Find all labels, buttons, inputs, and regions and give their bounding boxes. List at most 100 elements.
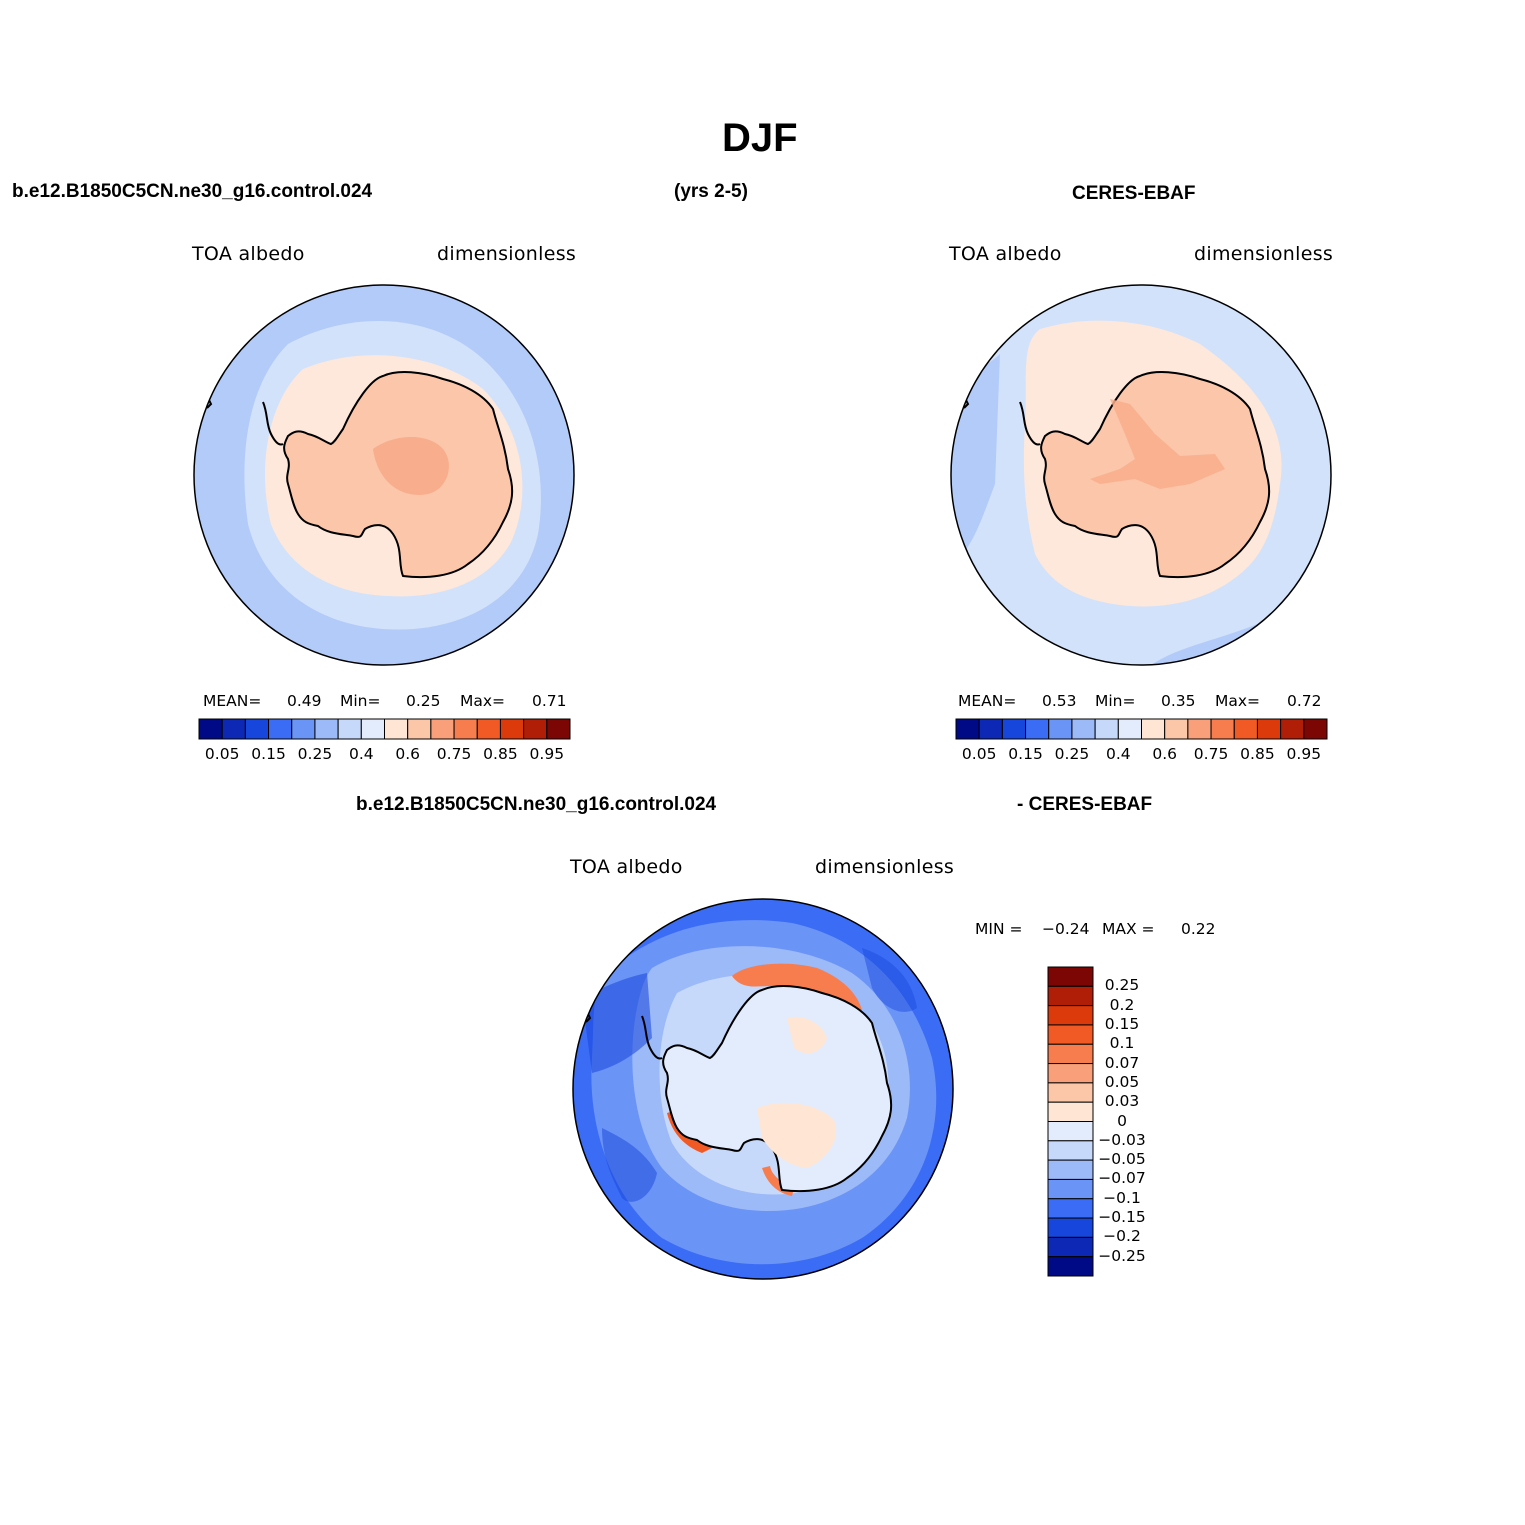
obs-colorbar-tick-label: 0.15 — [1008, 745, 1043, 763]
diff-west-negative-patch — [582, 973, 652, 1073]
diff-polar-map — [572, 898, 954, 1280]
diff-colorbar-tick-label: 0.2 — [1109, 995, 1135, 1014]
model-min-value: 0.25 — [406, 692, 441, 710]
diff-map-boundary — [572, 898, 954, 1280]
model-colorbar-swatch — [476, 718, 501, 740]
diff-colorbar-swatch — [1047, 1063, 1094, 1084]
obs-colorbar — [955, 718, 1328, 740]
obs-colorbar-tick-label: 0.75 — [1193, 745, 1229, 763]
diff-interior-north-patch — [787, 1016, 827, 1054]
model-colorbar-swatch — [221, 718, 246, 740]
diff-colorbar-tick-label: 0.05 — [1104, 1072, 1140, 1091]
model-colorbar-swatch — [268, 718, 293, 740]
diff-colorbar-tick-label: −0.1 — [1103, 1188, 1141, 1207]
diff-colorbar-swatch — [1047, 1159, 1094, 1180]
diff-colorbar-swatch — [1047, 966, 1094, 987]
model-mean-label: MEAN= — [203, 692, 262, 710]
obs-colorbar-swatch — [1256, 718, 1282, 740]
obs-colorbar-tick-label: 0.25 — [1054, 745, 1090, 763]
diff-colorbar-swatch — [1047, 985, 1094, 1007]
diff-min-label: MIN = — [975, 920, 1023, 938]
diff-colorbar-swatch — [1047, 1082, 1094, 1103]
model-colorbar-swatch — [291, 718, 316, 740]
diff-min-value: −0.24 — [1042, 920, 1090, 938]
obs-colorbar-swatch — [1187, 718, 1212, 740]
obs-colorbar-swatch — [1141, 718, 1166, 740]
diff-colorbar-tick-label: 0 — [1117, 1111, 1127, 1130]
diff-colorbar-swatch — [1047, 1043, 1094, 1065]
diff-colorbar-tick-label: 0.15 — [1104, 1014, 1140, 1033]
case-name-header: b.e12.B1850C5CN.ne30_g16.control.024 — [12, 181, 373, 202]
diff-colorbar-swatch — [1047, 1217, 1094, 1238]
diff-colorbar-swatch — [1047, 1024, 1094, 1045]
model-colorbar-tick-label: 0.6 — [395, 745, 421, 763]
obs-colorbar-tick-label: 0.05 — [961, 745, 997, 763]
model-colorbar-swatch — [314, 718, 339, 740]
obs-name-header: CERES-EBAF — [1072, 183, 1196, 204]
obs-variable-label: TOA albedo — [949, 243, 1062, 265]
diff-colorbar-tick-label: 0.07 — [1104, 1053, 1140, 1072]
years-header: (yrs 2-5) — [674, 181, 748, 202]
model-units-label: dimensionless — [437, 243, 577, 265]
obs-colorbar-swatch — [1280, 718, 1305, 740]
diff-colorbar-swatch — [1047, 1005, 1094, 1026]
diff-colorbar — [1047, 966, 1094, 1277]
obs-colorbar-tick-label: 0.6 — [1152, 745, 1178, 763]
model-min-label: Min= — [340, 692, 381, 710]
model-colorbar-tick-label: 0.85 — [483, 745, 518, 763]
diff-colorbar-tick-label: −0.25 — [1098, 1246, 1146, 1265]
obs-map-boundary — [950, 284, 1332, 666]
obs-colorbar-swatch — [1164, 718, 1189, 740]
model-variable-label: TOA albedo — [192, 243, 305, 265]
obs-colorbar-swatch — [1117, 718, 1142, 740]
model-max-value: 0.71 — [532, 692, 567, 710]
model-colorbar-swatch — [244, 718, 270, 740]
diff-colorbar-swatch — [1047, 1140, 1094, 1161]
obs-polar-map — [950, 284, 1332, 666]
obs-colorbar-swatch — [1303, 718, 1328, 740]
model-peninsula-coast — [262, 401, 284, 446]
obs-min-label: Min= — [1095, 692, 1136, 710]
obs-peninsula-coast — [1019, 401, 1041, 446]
obs-colorbar-swatch — [955, 718, 980, 740]
obs-colorbar-swatch — [1048, 718, 1073, 740]
obs-mean-value: 0.53 — [1042, 692, 1077, 710]
model-max-label: Max= — [460, 692, 506, 710]
model-colorbar-tick-label: 0.95 — [529, 745, 565, 763]
diff-colorbar-tick-label: −0.07 — [1098, 1169, 1146, 1188]
model-colorbar-swatch — [407, 718, 432, 740]
model-colorbar-swatch — [198, 718, 223, 740]
obs-colorbar-swatch — [1025, 718, 1050, 740]
obs-colorbar-swatch — [1233, 718, 1258, 740]
diff-colorbar-tick-label: −0.15 — [1098, 1208, 1146, 1227]
model-colorbar-tick-label: 0.15 — [251, 745, 286, 763]
obs-mean-label: MEAN= — [958, 692, 1017, 710]
diff-colorbar-tick-label: 0.25 — [1104, 976, 1140, 995]
obs-colorbar-swatch — [1094, 718, 1119, 740]
diff-colorbar-swatch — [1047, 1178, 1094, 1200]
diff-max-value: 0.22 — [1181, 920, 1216, 938]
obs-colorbar-swatch — [1210, 718, 1235, 740]
model-colorbar-swatch — [430, 718, 455, 740]
diff-colorbar-tick-label: −0.03 — [1098, 1130, 1146, 1149]
diff-max-label: MAX = — [1102, 920, 1155, 938]
diff-colorbar-swatch — [1047, 1121, 1094, 1142]
obs-colorbar-swatch — [978, 718, 1003, 740]
obs-units-label: dimensionless — [1194, 243, 1334, 265]
diff-colorbar-tick-label: −0.05 — [1098, 1150, 1146, 1169]
model-polar-map — [193, 284, 575, 666]
diff-colorbar-swatch — [1047, 1256, 1094, 1277]
diff-obs-header: - CERES-EBAF — [1017, 794, 1153, 815]
model-colorbar-swatch — [499, 718, 525, 740]
model-colorbar-swatch — [546, 718, 571, 740]
diff-colorbar-swatch — [1047, 1101, 1094, 1122]
diff-units-label: dimensionless — [815, 856, 955, 878]
diff-peninsula-coast — [641, 1015, 663, 1060]
obs-max-value: 0.72 — [1287, 692, 1322, 710]
obs-colorbar-tick-label: 0.95 — [1286, 745, 1322, 763]
diff-colorbar-swatch — [1047, 1236, 1094, 1258]
diff-southwest-negative-patch — [602, 1128, 657, 1202]
obs-interior-patch — [1090, 399, 1225, 489]
diff-northeast-negative-patch — [862, 948, 917, 1012]
obs-colorbar-tick-label: 0.85 — [1240, 745, 1275, 763]
